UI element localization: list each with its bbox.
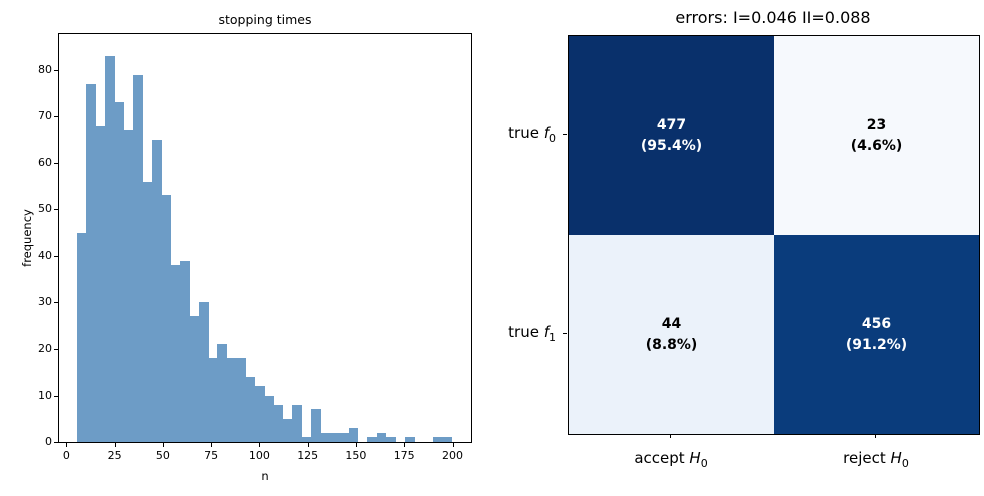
x-axis-tick: [355, 443, 357, 447]
y-axis-tick: [54, 255, 58, 257]
histogram-bar: [376, 432, 387, 442]
x-axis-tick: [211, 443, 213, 447]
x-axis-tick: [404, 443, 406, 447]
y-axis-tick-label: 20: [38, 342, 52, 355]
histogram-bar: [161, 195, 172, 442]
histogram-bar: [86, 83, 97, 442]
histogram-bar: [339, 432, 349, 442]
cell-count: 44: [661, 315, 682, 332]
x-axis-tick-label: 200: [442, 449, 463, 462]
cell-percent: (8.8%): [645, 336, 698, 353]
y-axis-tick: [54, 69, 58, 71]
histogram-bar: [77, 232, 87, 442]
histogram-bar: [292, 404, 303, 442]
x-axis-tick: [162, 443, 164, 447]
x-axis-tick: [114, 443, 116, 447]
x-axis-tick: [66, 443, 68, 447]
y-axis-tick-label: 70: [38, 109, 52, 123]
x-axis-tick: [259, 443, 261, 447]
y-axis-tick-label: 30: [38, 295, 52, 309]
histogram-bar: [301, 437, 312, 442]
y-axis-tick-label: 60: [38, 155, 52, 169]
histogram-y-axis-label: frequency: [20, 209, 34, 267]
cell-count: 477: [656, 116, 687, 133]
histogram-bar: [170, 265, 181, 442]
y-axis-tick: [54, 442, 58, 443]
y-axis-tick: [54, 162, 58, 164]
cell-percent: (4.6%): [850, 137, 903, 154]
x-axis-tick: [307, 443, 309, 447]
x-axis-tick: [452, 443, 454, 447]
matrix-cell-true-f1-accept: 44 (8.8%): [569, 235, 774, 434]
y-axis-tick-label: 10: [38, 388, 52, 402]
matrix-x-tick: [875, 434, 876, 438]
histogram-bar: [180, 260, 190, 442]
histogram-bar: [133, 74, 143, 442]
histogram-bar: [151, 139, 162, 442]
y-axis-tick-label: 40: [38, 248, 52, 262]
cell-percent: (95.4%): [640, 137, 703, 154]
cell-count: 456: [861, 315, 892, 332]
col-label-accept-h0: accept H0: [634, 449, 708, 470]
histogram-bar: [320, 432, 331, 442]
x-axis-tick-label: 75: [204, 449, 219, 462]
histogram-bar: [245, 376, 256, 442]
histogram-bar: [95, 125, 106, 442]
cell-percent: (91.2%): [845, 336, 908, 353]
x-axis-tick-label: 150: [345, 449, 367, 462]
matrix-cell-true-f1-reject: 456 (91.2%): [774, 235, 979, 434]
matrix-x-tick: [670, 434, 671, 438]
histogram-bar: [208, 358, 218, 442]
x-axis-tick-label: 175: [393, 449, 415, 462]
histogram-bar: [348, 428, 359, 442]
histogram-bar: [198, 302, 209, 442]
histogram-bar: [236, 358, 246, 442]
histogram-plot-area: 0 25 50 75 100 125 150 175 200 0 10 20 30 40 50 60 70 80: [38, 33, 472, 462]
histogram-bar: [273, 404, 284, 442]
histogram-bar: [114, 102, 125, 442]
histogram-bar: [123, 130, 134, 442]
y-axis-tick: [54, 302, 58, 304]
y-axis-tick: [54, 116, 58, 118]
histogram-bar: [432, 437, 443, 442]
y-axis-tick-label: 0: [45, 435, 52, 448]
histogram-bar: [386, 437, 396, 442]
matrix-cell-true-f0-reject: 23 (4.6%): [774, 36, 979, 235]
histogram-bar: [105, 55, 115, 442]
matrix-y-tick: [563, 134, 567, 135]
y-axis-tick: [54, 395, 58, 397]
histogram-bar: [226, 358, 237, 442]
col-label-reject-h0: reject H0: [843, 449, 909, 470]
histogram-bar: [264, 395, 275, 442]
histogram-bar: [189, 316, 200, 442]
y-axis-tick: [54, 349, 58, 350]
histogram-bar: [442, 437, 452, 442]
y-axis-tick-label: 80: [38, 62, 52, 76]
y-axis-tick: [54, 209, 58, 211]
histogram-bar: [283, 418, 293, 442]
matrix-cell-true-f0-accept: 477 (95.4%): [569, 36, 774, 235]
row-label-true-f0: true f0: [508, 124, 556, 145]
histogram-bar: [254, 386, 265, 442]
x-axis-tick-label: 100: [248, 449, 270, 462]
cell-count: 23: [866, 116, 887, 133]
histogram-bar: [311, 409, 321, 442]
x-axis-tick-label: 125: [297, 449, 319, 462]
confusion-matrix: 477 (95.4%) 23 (4.6%) 44 (8.8%) 456 (91.…: [568, 35, 980, 435]
histogram-bar: [142, 181, 153, 442]
x-axis-tick-label: 25: [107, 449, 122, 462]
histogram-x-axis-label: n: [261, 469, 269, 483]
row-label-true-f1: true f1: [508, 323, 556, 344]
y-axis-tick-label: 50: [38, 202, 52, 216]
x-axis-tick-label: 0: [62, 449, 70, 462]
histogram-bar: [217, 344, 228, 442]
confusion-matrix-title: errors: I=0.046 II=0.088: [675, 8, 871, 27]
histogram-bar: [367, 437, 378, 442]
matrix-y-tick: [563, 333, 567, 334]
histogram-bar: [329, 432, 340, 442]
x-axis-tick-label: 50: [155, 449, 170, 462]
histogram-title: stopping times: [218, 12, 312, 27]
histogram-bar: [404, 437, 415, 442]
